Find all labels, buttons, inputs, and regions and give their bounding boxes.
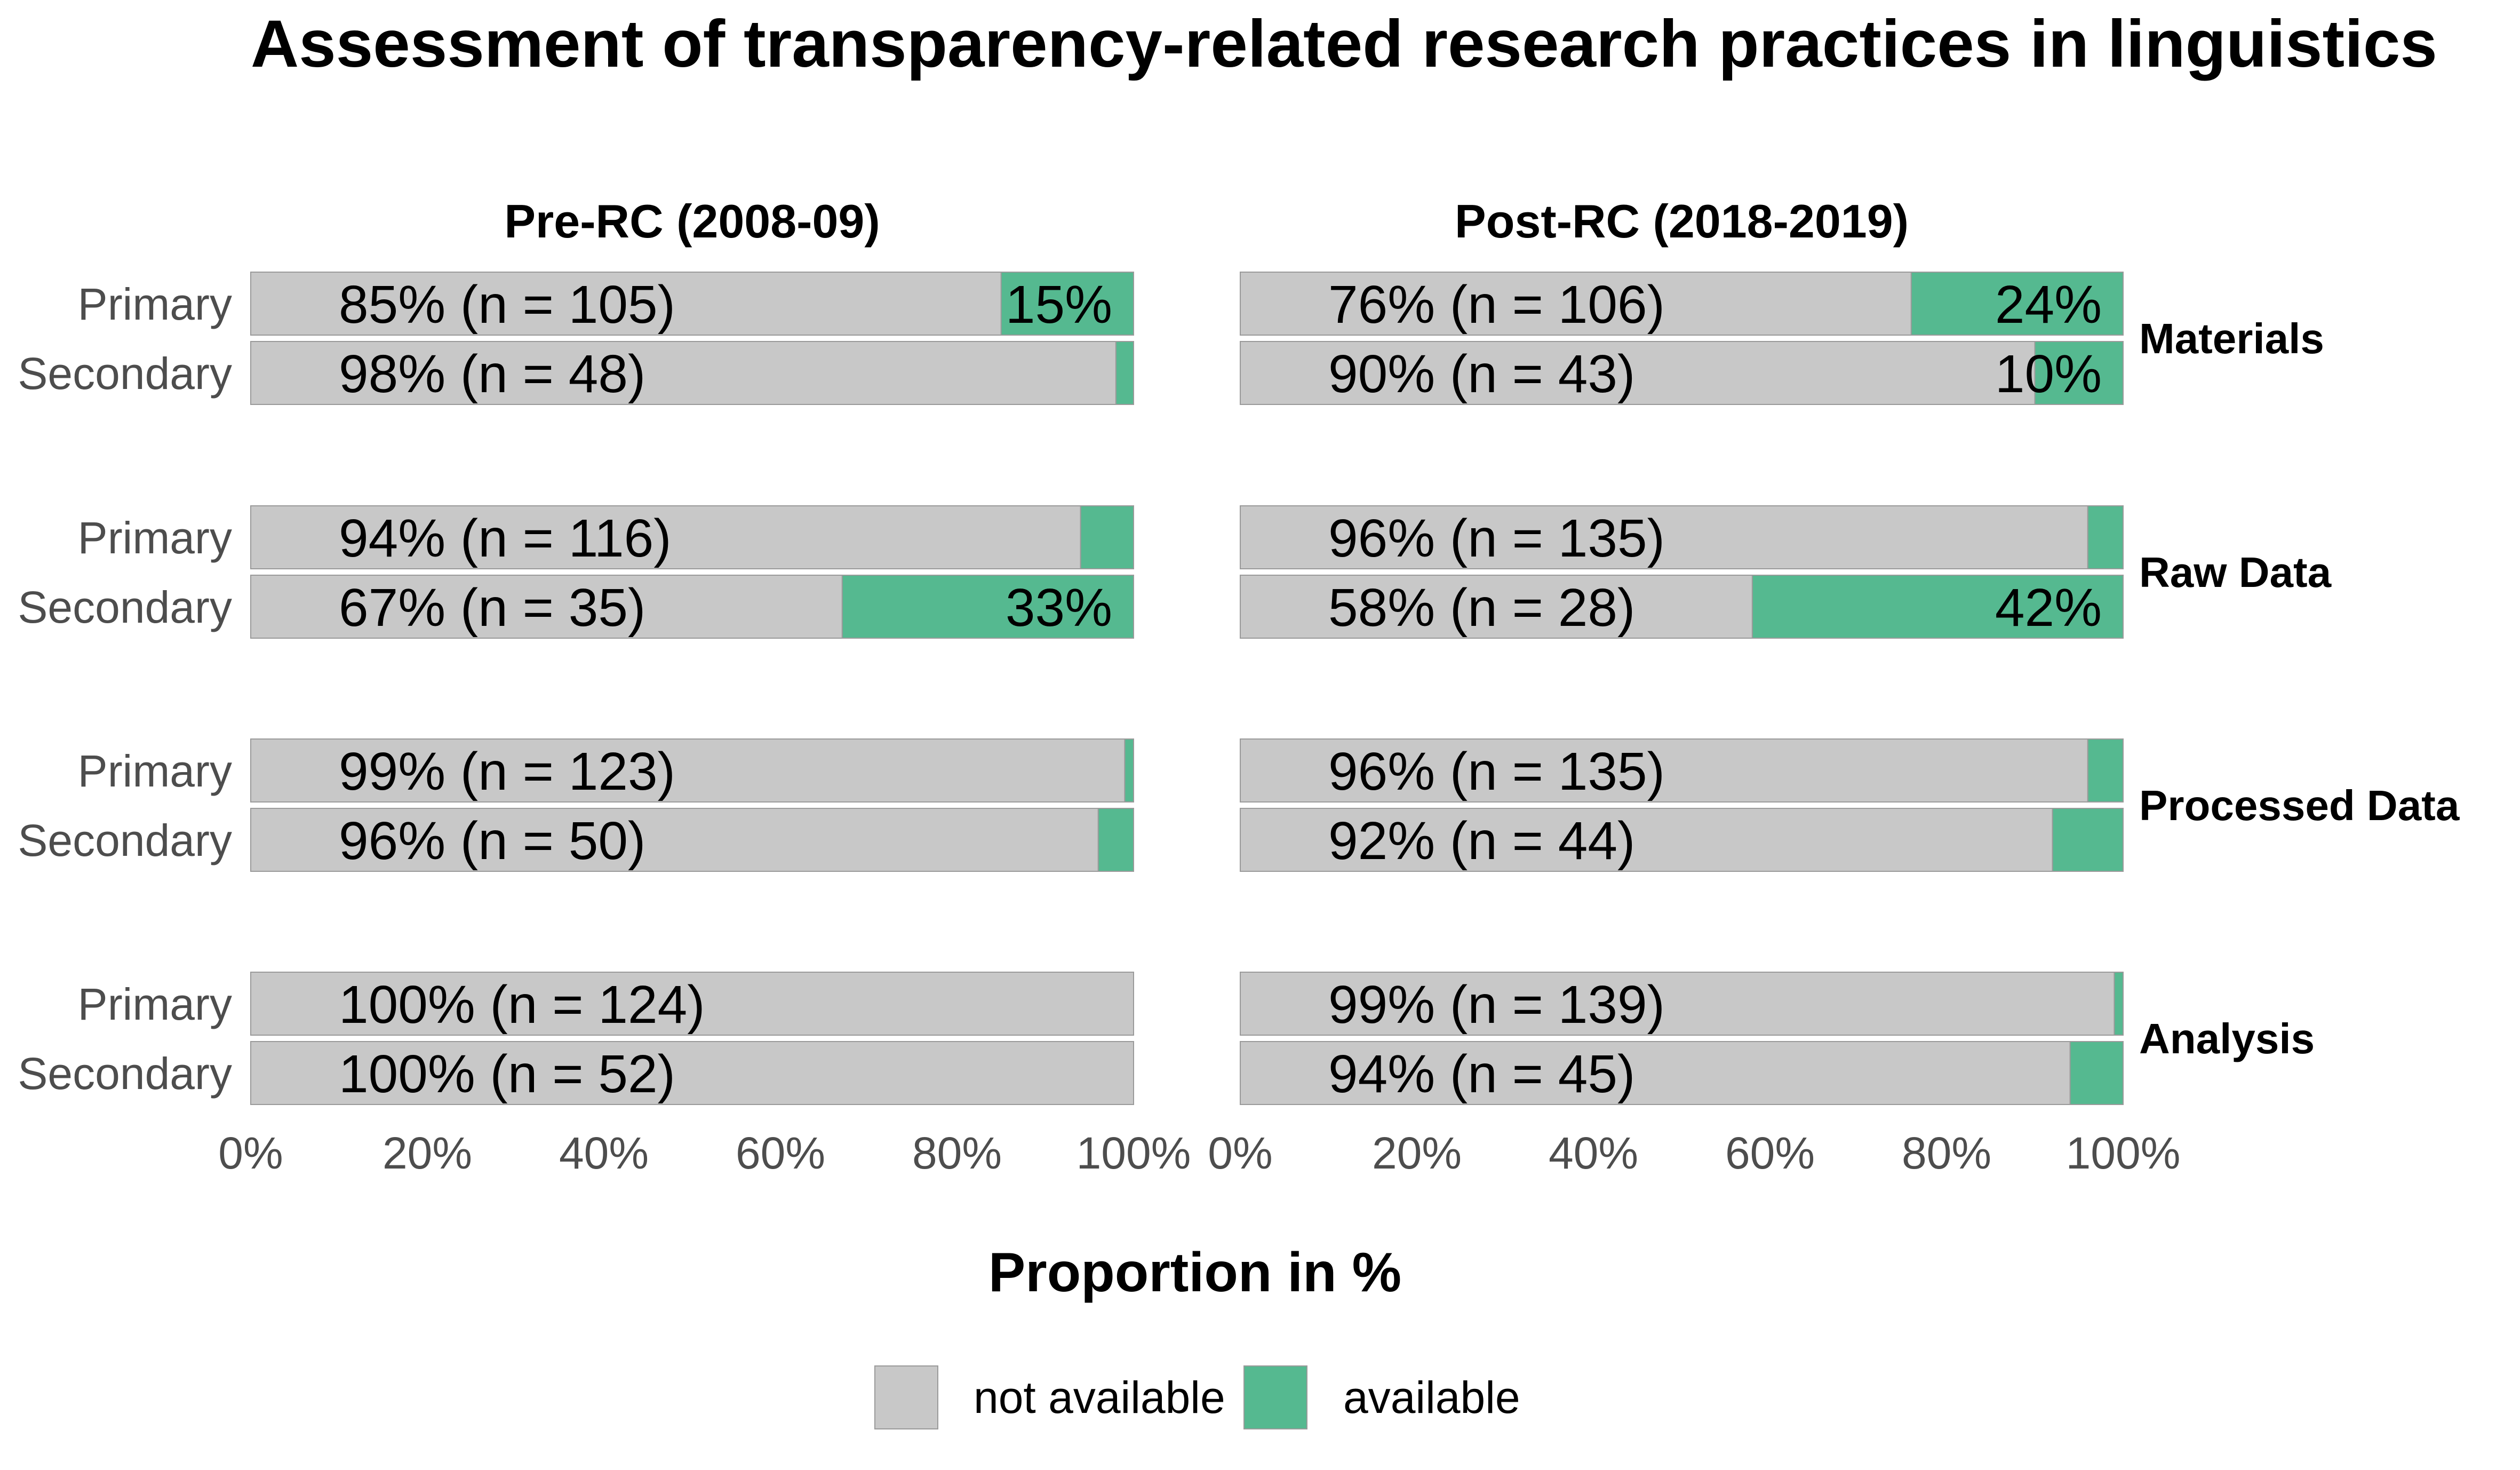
- bar-available: [1910, 272, 2124, 336]
- x-tick-label: 60%: [736, 1128, 825, 1178]
- row-label: Primary: [78, 979, 232, 1029]
- bar-not-available: [1240, 738, 2088, 802]
- x-tick-label: 0%: [1208, 1128, 1272, 1178]
- bar-data-label: 94% (n = 116): [339, 508, 672, 568]
- bar-not-available: [250, 808, 1099, 872]
- bar-not-available: [250, 505, 1081, 569]
- bar-data-label: 85% (n = 105): [339, 275, 675, 335]
- bar-data-label: 76% (n = 106): [1328, 275, 1665, 335]
- facet-label: Raw Data: [2139, 549, 2332, 596]
- bar-data-label: 99% (n = 139): [1328, 975, 1665, 1035]
- x-axis-title: Proportion in %: [988, 1242, 1401, 1304]
- bar-available-label: 24%: [1995, 275, 2102, 335]
- bar-data-label: 100% (n = 124): [339, 975, 705, 1035]
- legend-swatch: [1243, 1365, 1307, 1429]
- bar-available: [2087, 505, 2124, 569]
- x-tick-label: 100%: [1076, 1128, 1191, 1178]
- bar-data-label: 58% (n = 28): [1328, 578, 1635, 638]
- bar-available-label: 42%: [1995, 578, 2102, 638]
- bar-available: [1124, 738, 1134, 802]
- bar-available: [2114, 972, 2124, 1036]
- bar-available: [2069, 1041, 2124, 1105]
- facet-label: Analysis: [2139, 1015, 2315, 1062]
- bar-available-label: 10%: [1995, 344, 2102, 404]
- bar-data-label: 100% (n = 52): [339, 1044, 675, 1104]
- panel-title-1: Pre-RC (2008-09): [504, 195, 880, 248]
- legend: not available available: [874, 1365, 1520, 1429]
- bar-data-label: 96% (n = 135): [1328, 742, 1665, 801]
- legend-label: not available: [974, 1372, 1225, 1423]
- bar-available-label: 15%: [1006, 275, 1112, 335]
- bar-not-available: [250, 272, 1002, 336]
- bar-available: [2034, 341, 2124, 405]
- bar-not-available: [250, 1041, 1134, 1105]
- bar-available: [2052, 808, 2124, 872]
- x-tick-label: 40%: [1549, 1128, 1638, 1178]
- x-tick-label: 100%: [2066, 1128, 2181, 1178]
- bar-data-label: 96% (n = 50): [339, 811, 645, 871]
- bar-available: [1097, 808, 1135, 872]
- bar-data-label: 96% (n = 135): [1328, 508, 1665, 568]
- bar-data-label: 98% (n = 48): [339, 344, 645, 404]
- bar-available-label: 33%: [1006, 578, 1112, 638]
- x-tick-label: 60%: [1725, 1128, 1815, 1178]
- bar-not-available: [250, 575, 843, 639]
- bar-not-available: [1240, 341, 2036, 405]
- bar-data-label: 99% (n = 123): [339, 742, 675, 801]
- bar-data-label: 92% (n = 44): [1328, 811, 1635, 871]
- facet-label: Processed Data: [2139, 782, 2460, 829]
- panel-title-2: Post-RC (2018-2019): [1455, 195, 1909, 248]
- x-tick-label: 20%: [382, 1128, 472, 1178]
- bar-not-available: [1240, 808, 2053, 872]
- legend-label: available: [1343, 1372, 1520, 1423]
- x-tick-label: 80%: [912, 1128, 1002, 1178]
- bar-data-label: 94% (n = 45): [1328, 1044, 1635, 1104]
- bar-available: [841, 575, 1134, 639]
- row-label: Secondary: [18, 348, 232, 399]
- row-label: Primary: [78, 513, 232, 563]
- bar-available: [1000, 272, 1134, 336]
- legend-swatch: [874, 1365, 938, 1429]
- bar-available: [1115, 341, 1134, 405]
- bar-not-available: [1240, 505, 2088, 569]
- plot-area: Pre-RC (2008-09) Post-RC (2018-2019) Prima…: [18, 195, 2459, 1178]
- bar-not-available: [250, 341, 1117, 405]
- bar-not-available: [250, 972, 1134, 1036]
- bar-not-available: [1240, 575, 1753, 639]
- row-label: Secondary: [18, 582, 232, 632]
- x-tick-label: 40%: [559, 1128, 649, 1178]
- bar-data-label: 67% (n = 35): [339, 578, 645, 638]
- bar-available: [1751, 575, 2124, 639]
- row-label: Secondary: [18, 815, 232, 865]
- bar-data-label: 90% (n = 43): [1328, 344, 1635, 404]
- bar-available: [1080, 505, 1134, 569]
- row-label: Secondary: [18, 1048, 232, 1099]
- bar-not-available: [1240, 272, 1912, 336]
- bar-not-available: [1240, 1041, 2071, 1105]
- x-tick-label: 80%: [1902, 1128, 1991, 1178]
- x-tick-label: 20%: [1372, 1128, 1462, 1178]
- row-label: Primary: [78, 279, 232, 329]
- chart-title: Assessment of transparency-related resea…: [251, 7, 2437, 81]
- row-label: Primary: [78, 746, 232, 796]
- bar-not-available: [250, 738, 1126, 802]
- bar-not-available: [1240, 972, 2115, 1036]
- facet-label: Materials: [2139, 315, 2324, 362]
- bar-available: [2087, 738, 2124, 802]
- x-tick-label: 0%: [218, 1128, 283, 1178]
